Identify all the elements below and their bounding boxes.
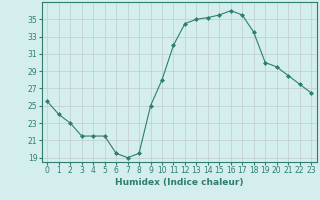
X-axis label: Humidex (Indice chaleur): Humidex (Indice chaleur) xyxy=(115,178,244,187)
